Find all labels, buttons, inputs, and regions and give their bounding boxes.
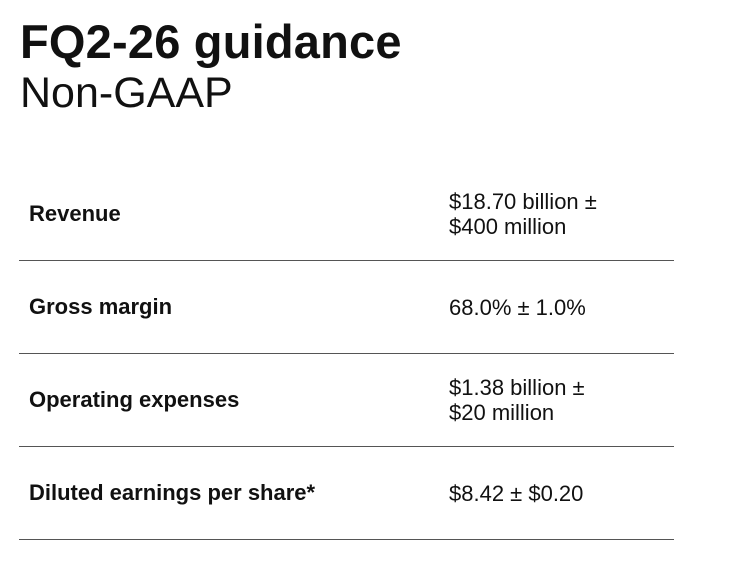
row-value-line: $20 million bbox=[449, 400, 555, 425]
row-value: $1.38 billion ± $20 million bbox=[449, 354, 669, 446]
row-value-line: $8.42 ± $0.20 bbox=[449, 480, 584, 506]
row-value: $8.42 ± $0.20 bbox=[449, 447, 669, 539]
row-label: Diluted earnings per share* bbox=[29, 480, 316, 505]
row-label: Gross margin bbox=[29, 294, 173, 319]
table-row-diluted-eps: Diluted earnings per share* $8.42 ± $0.2… bbox=[19, 447, 674, 540]
row-value-line: $400 million bbox=[449, 214, 567, 239]
row-value: $18.70 billion ± $400 million bbox=[449, 168, 669, 260]
row-value-line: $1.38 billion ± bbox=[449, 375, 585, 400]
page-subtitle: Non-GAAP bbox=[20, 69, 233, 117]
table-row-operating-expenses: Operating expenses $1.38 billion ± $20 m… bbox=[19, 354, 674, 447]
row-label: Operating expenses bbox=[29, 387, 240, 412]
row-label: Revenue bbox=[29, 201, 121, 226]
guidance-table: Revenue $18.70 billion ± $400 million Gr… bbox=[19, 168, 674, 540]
row-value-line: 68.0% ± 1.0% bbox=[449, 294, 586, 320]
row-value-line: $18.70 billion ± bbox=[449, 189, 597, 214]
table-row-gross-margin: Gross margin 68.0% ± 1.0% bbox=[19, 261, 674, 354]
table-row-revenue: Revenue $18.70 billion ± $400 million bbox=[19, 168, 674, 261]
row-value: 68.0% ± 1.0% bbox=[449, 261, 669, 353]
page-title: FQ2-26 guidance bbox=[20, 15, 402, 68]
